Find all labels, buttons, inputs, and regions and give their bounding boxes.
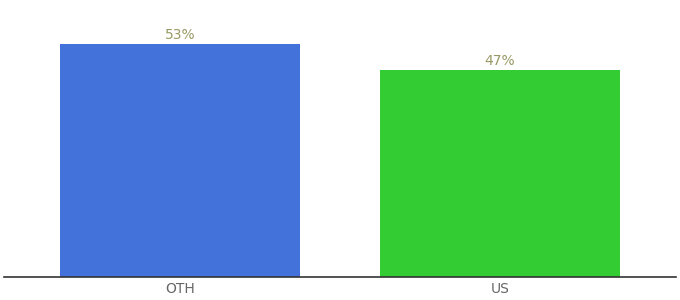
- Bar: [380, 70, 620, 277]
- Bar: [60, 44, 300, 277]
- Text: 53%: 53%: [165, 28, 195, 42]
- Text: 47%: 47%: [485, 54, 515, 68]
